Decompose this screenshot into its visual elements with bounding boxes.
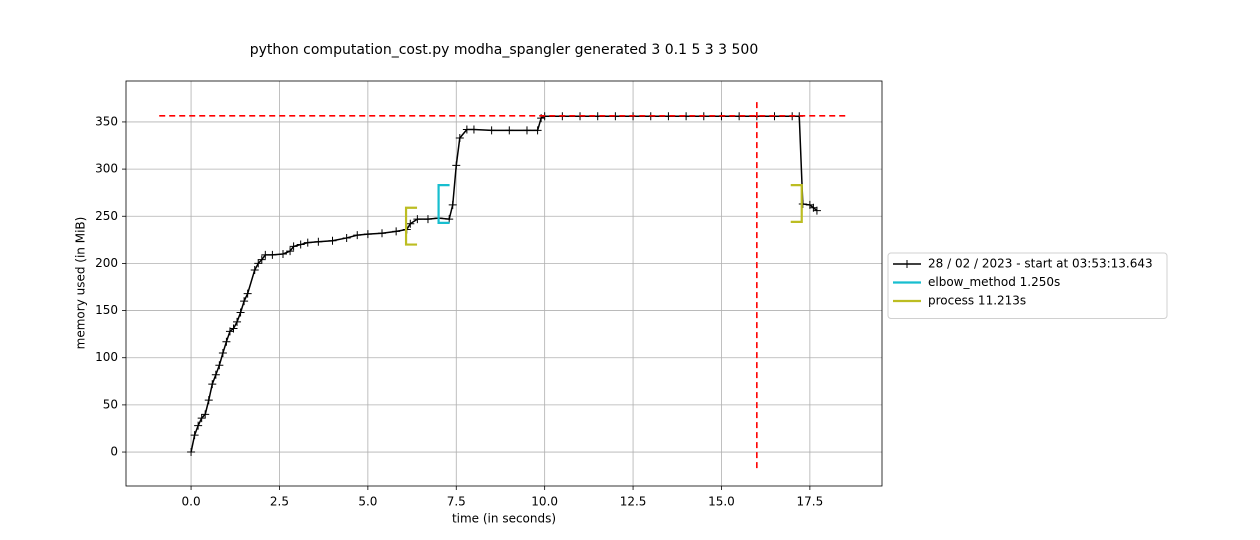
data-point: [289, 242, 298, 251]
data-point: [236, 308, 245, 317]
data-point: [378, 229, 387, 238]
data-point: [328, 236, 337, 245]
x-tick-label: 0.0: [182, 495, 201, 509]
data-point: [448, 200, 457, 209]
data-point: [342, 233, 351, 242]
function-bracket: [404, 206, 418, 246]
data-point: [462, 125, 471, 134]
data-point: [243, 289, 252, 298]
series-line: [190, 115, 818, 453]
data-point: [505, 126, 514, 135]
data-point: [413, 215, 422, 224]
y-tick-label: 100: [95, 350, 118, 364]
data-point: [201, 410, 210, 419]
data-point: [215, 361, 224, 370]
data-point: [303, 238, 312, 247]
y-tick-label: 300: [95, 162, 118, 176]
y-tick-label: 250: [95, 209, 118, 223]
data-point: [423, 215, 432, 224]
x-tick-label: 12.5: [620, 495, 647, 509]
y-tick-label: 150: [95, 303, 118, 317]
data-point: [522, 126, 531, 135]
data-point: [452, 161, 461, 170]
legend-label: elbow_method 1.250s: [928, 275, 1060, 289]
data-point: [363, 230, 372, 239]
legend-marker: [903, 260, 911, 268]
data-point: [240, 297, 249, 306]
y-tick-label: 350: [95, 114, 118, 128]
y-axis-label: memory used (in MiB): [74, 217, 88, 350]
x-tick-label: 15.0: [708, 495, 735, 509]
legend-label: process 11.213s: [928, 294, 1026, 308]
x-tick-label: 5.0: [358, 495, 377, 509]
data-point: [218, 349, 227, 358]
data-point: [233, 317, 242, 326]
data-point: [406, 219, 415, 228]
data-point: [254, 259, 263, 268]
data-point: [455, 133, 464, 142]
plot-frame: [125, 80, 883, 487]
legend-frame: [887, 252, 1168, 319]
data-point: [187, 448, 196, 457]
data-point: [445, 215, 454, 224]
data-point: [314, 237, 323, 246]
function-bracket: [790, 184, 803, 224]
data-point: [211, 370, 220, 379]
legend-label: 28 / 02 / 2023 - start at 03:53:13.643: [928, 257, 1153, 271]
data-point: [296, 240, 305, 249]
data-point: [194, 421, 203, 430]
data-point: [190, 431, 199, 440]
data-point: [208, 380, 217, 389]
data-point: [250, 266, 259, 275]
data-point: [229, 324, 238, 333]
x-tick-label: 7.5: [447, 495, 466, 509]
data-point: [278, 249, 287, 258]
data-point: [353, 231, 362, 240]
x-tick-label: 17.5: [797, 495, 824, 509]
x-tick-label: 2.5: [270, 495, 289, 509]
data-point: [469, 125, 478, 134]
data-point: [222, 337, 231, 346]
x-axis-label: time (in seconds): [452, 512, 556, 526]
data-point: [257, 255, 266, 264]
function-bracket: [437, 184, 450, 224]
data-point: [204, 396, 213, 405]
y-tick-label: 50: [103, 397, 118, 411]
x-tick-label: 10.0: [531, 495, 558, 509]
data-point: [286, 247, 295, 256]
data-point: [533, 126, 542, 135]
data-point: [261, 250, 270, 259]
data-point: [392, 227, 401, 236]
data-point: [197, 414, 206, 423]
data-point: [812, 206, 821, 215]
data-point: [487, 126, 496, 135]
y-tick-label: 200: [95, 256, 118, 270]
legend: 28 / 02 / 2023 - start at 03:53:13.643 el…: [887, 252, 1168, 319]
y-tick-label: 0: [110, 445, 118, 459]
data-point: [268, 250, 277, 259]
chart-title: python computation_cost.py modha_spangle…: [250, 42, 758, 58]
